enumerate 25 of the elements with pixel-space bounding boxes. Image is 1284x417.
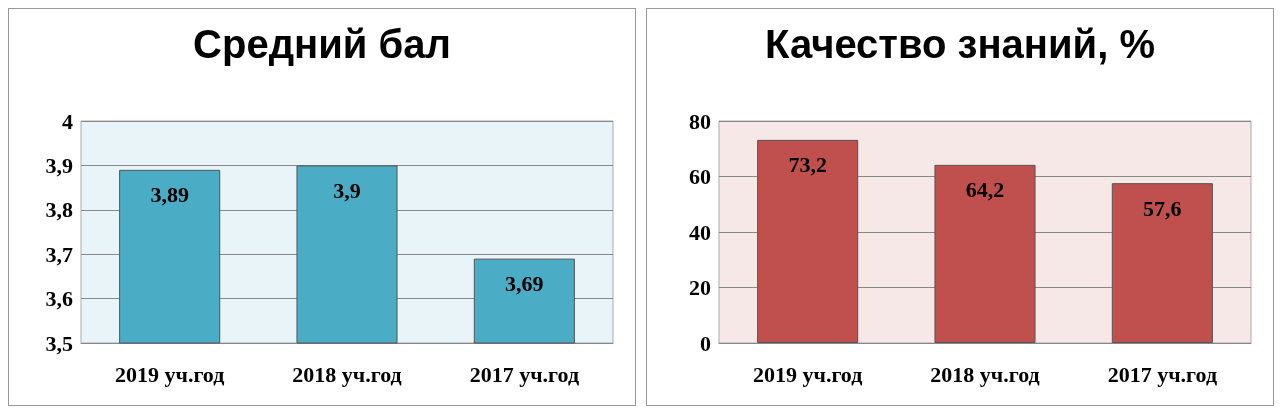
y-tick-label: 80 [689, 108, 711, 134]
y-tick-label: 3,9 [45, 152, 73, 178]
data-label: 57,6 [1143, 195, 1182, 221]
y-tick-label: 20 [689, 275, 711, 300]
y-tick-label: 0 [700, 330, 711, 356]
x-tick-label: 2019 уч.год [114, 361, 225, 387]
y-tick-label: 3,8 [45, 197, 73, 223]
x-tick-label: 2017 уч.год [469, 361, 580, 387]
chart-title: Средний бал [193, 22, 451, 66]
y-tick-label: 40 [689, 219, 711, 245]
chart-title: Качество знаний, % [765, 22, 1155, 66]
x-tick-label: 2018 уч.год [930, 361, 1040, 387]
y-tick-label: 3,7 [45, 241, 73, 267]
data-label: 73,2 [788, 152, 827, 178]
data-label: 3,89 [150, 182, 189, 208]
y-tick-label: 4 [62, 108, 73, 134]
data-label: 3,69 [505, 271, 544, 297]
x-tick-label: 2019 уч.год [752, 361, 863, 387]
y-tick-label: 3,5 [45, 330, 73, 356]
data-label: 64,2 [965, 177, 1005, 203]
x-tick-label: 2017 уч.год [1107, 361, 1218, 387]
x-tick-label: 2018 уч.год [292, 361, 402, 387]
data-label: 3,9 [333, 177, 361, 203]
y-tick-label: 60 [689, 164, 711, 189]
y-tick-label: 3,6 [45, 286, 73, 312]
